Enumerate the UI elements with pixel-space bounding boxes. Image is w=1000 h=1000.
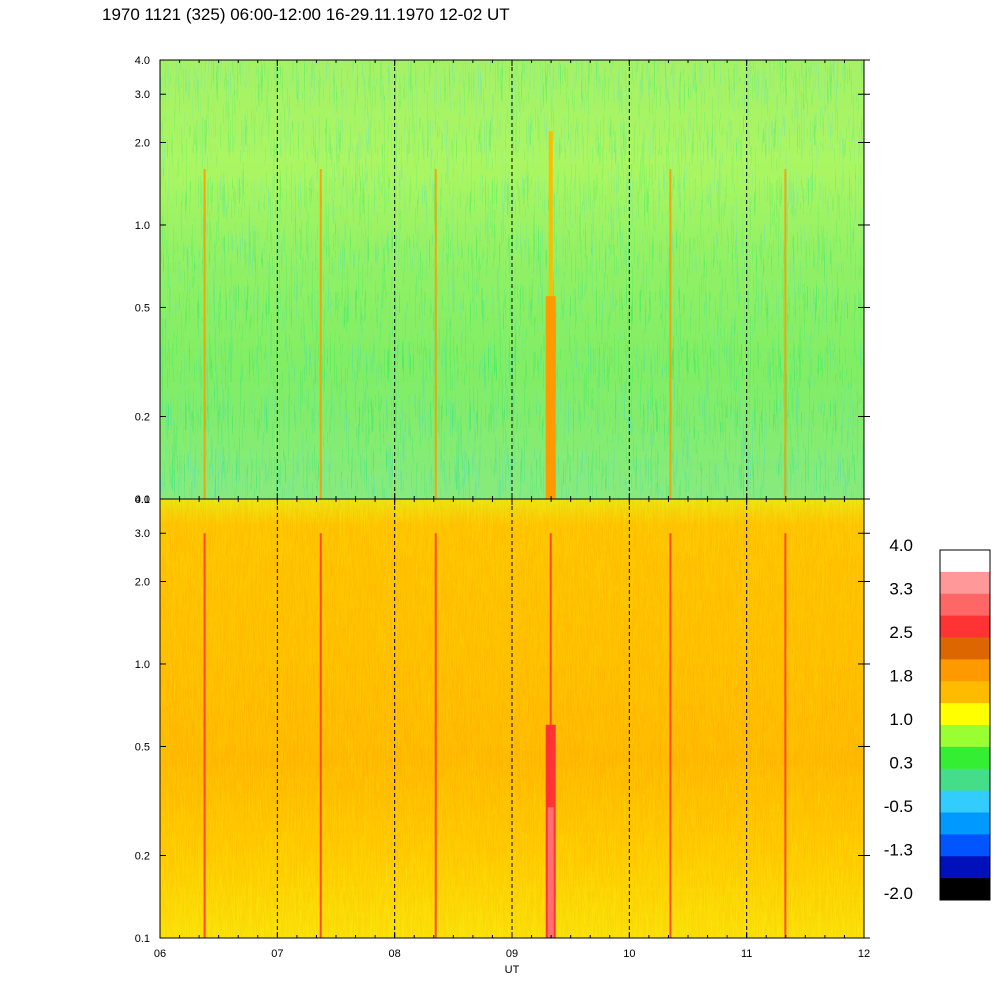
bottom-y-axis: 4.0 3.0 2.0 1.0 0.5 0.2 0.1 <box>135 494 870 945</box>
colorbar-swatch-15 <box>940 878 990 901</box>
burst-line-bottom-2 <box>434 533 437 938</box>
colorbar-swatch-9 <box>940 746 990 770</box>
colorbar-label-2: 2.5 <box>889 623 913 642</box>
colorbar-swatch-4 <box>940 637 990 660</box>
colorbar-swatch-12 <box>940 812 990 835</box>
colorbar-label-6: -0.5 <box>884 797 913 816</box>
y-tick-label-top-4: 0.5 <box>135 302 150 314</box>
strong-burst-peak-bottom <box>547 807 554 938</box>
top-hour-dividers <box>276 60 748 499</box>
y-tick-label-bottom-2: 2.0 <box>135 576 150 588</box>
y-tick-label-bottom-4: 0.5 <box>135 741 150 753</box>
y-tick-label-bottom-6: 0.1 <box>135 933 150 945</box>
burst-line-bottom-0 <box>203 533 206 938</box>
colorbar-frame <box>939 549 991 901</box>
x-tick-label-2: 08 <box>389 948 401 960</box>
colorbar-swatch-3 <box>940 615 990 638</box>
x-axis: 06 07 08 09 10 11 12 <box>154 948 870 960</box>
y-tick-label-top-3: 1.0 <box>135 220 150 232</box>
x-tick-label-4: 10 <box>623 948 635 960</box>
y-tick-label-bottom-0: 4.0 <box>135 494 150 506</box>
burst-line-top-1 <box>319 169 322 499</box>
colorbar-label-5: 0.3 <box>889 754 913 773</box>
burst-line-top-5 <box>784 169 787 499</box>
top-spectrogram-panel: 4.0 3.0 2.0 1.0 0.5 0.2 0.1 <box>135 55 870 506</box>
colorbar-swatch-10 <box>940 768 990 792</box>
colorbar-label-3: 1.8 <box>889 667 913 686</box>
bottom-spectrogram-panel: 4.0 3.0 2.0 1.0 0.5 0.2 0.1 <box>135 494 870 945</box>
burst-line-bottom-1 <box>319 533 322 938</box>
y-tick-label-top-6: 0.1 <box>135 494 150 506</box>
top-burst-layer <box>203 131 787 499</box>
colorbar-label-0: 4.0 <box>889 536 913 555</box>
burst-line-bottom-4 <box>669 533 672 938</box>
burst-line-top-4 <box>669 169 672 499</box>
y-tick-label-top-0: 4.0 <box>135 55 150 67</box>
colorbar-swatch-8 <box>940 725 990 748</box>
y-tick-label-bottom-3: 1.0 <box>135 659 150 671</box>
colorbar-swatch-11 <box>940 790 990 813</box>
y-tick-label-bottom-1: 3.0 <box>135 528 150 540</box>
colorbar-swatch-13 <box>940 834 990 857</box>
burst-line-top-0 <box>203 169 206 499</box>
strong-burst-stem-top <box>548 131 553 297</box>
bottom-burst-layer <box>203 533 787 938</box>
colorbar-swatch-7 <box>940 703 990 726</box>
x-tick-label-3: 09 <box>506 948 518 960</box>
strong-burst-core-top <box>545 296 556 499</box>
y-tick-label-top-5: 0.2 <box>135 412 150 424</box>
colorbar-swatch-14 <box>940 856 990 879</box>
x-tick-label-1: 07 <box>271 948 283 960</box>
colorbar-swatch-6 <box>940 681 990 704</box>
colorbar-swatch-0 <box>940 550 990 573</box>
burst-line-top-2 <box>434 169 437 499</box>
colorbar-label-1: 3.3 <box>889 580 913 599</box>
x-axis-label: UT <box>505 964 520 976</box>
x-tick-label-0: 06 <box>154 948 166 960</box>
y-tick-label-bottom-5: 0.2 <box>135 851 150 863</box>
colorbar-swatch-2 <box>940 593 990 617</box>
colorbar: 4.0 3.3 2.5 1.8 1.0 0.3 -0.5 -1.3 -2.0 <box>884 536 991 903</box>
y-tick-label-top-1: 3.0 <box>135 89 150 101</box>
colorbar-swatch-1 <box>940 571 990 595</box>
colorbar-label-7: -1.3 <box>884 841 913 860</box>
x-tick-label-6: 12 <box>858 948 870 960</box>
burst-line-bottom-5 <box>784 533 787 938</box>
colorbar-swatch-5 <box>940 659 990 682</box>
chart-title: 1970 1121 (325) 06:00-12:00 16-29.11.197… <box>102 5 510 24</box>
x-tick-label-5: 11 <box>741 948 752 960</box>
colorbar-label-8: -2.0 <box>884 884 913 903</box>
colorbar-label-4: 1.0 <box>889 710 913 729</box>
bottom-hour-dividers <box>276 499 748 938</box>
y-tick-label-top-2: 2.0 <box>135 137 150 149</box>
